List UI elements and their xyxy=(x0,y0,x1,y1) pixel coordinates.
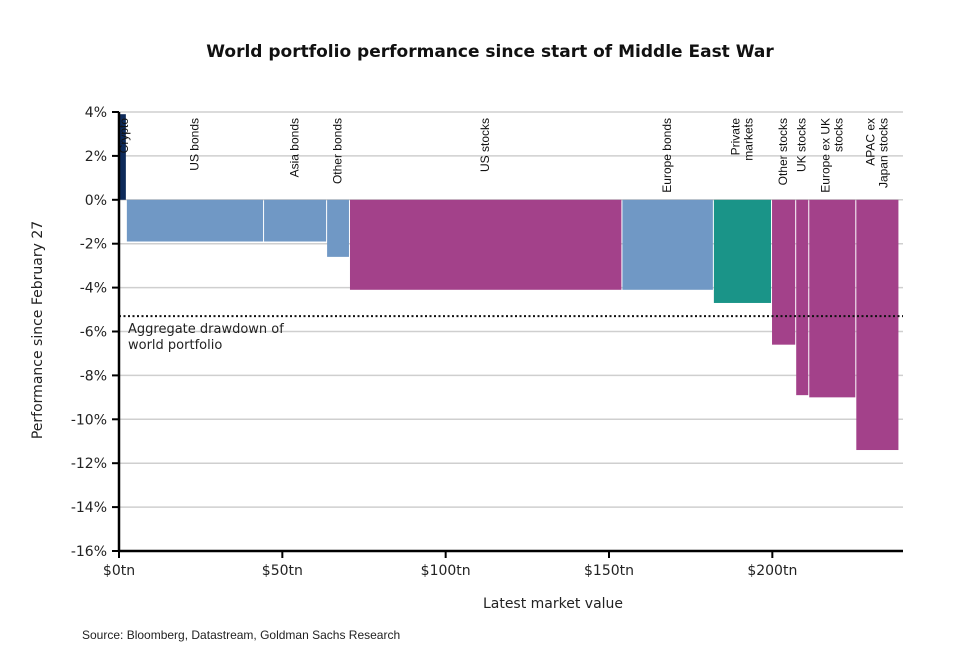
bar-label-us-bonds: US bonds xyxy=(187,118,201,171)
bar-label-line: Europe ex UK xyxy=(818,118,832,193)
bar-label-line: markets xyxy=(741,118,755,161)
bar-labels: Crypto US bonds Asia bonds Other bonds US st… xyxy=(117,118,890,193)
y-tick-label: -6% xyxy=(80,325,107,341)
y-tick-label: -2% xyxy=(80,237,107,253)
x-tick-label: $150tn xyxy=(584,563,634,579)
x-tick-label: $0tn xyxy=(103,563,135,579)
bar-other-stocks xyxy=(772,199,796,345)
bar-label-uk-stocks: UK stocks xyxy=(795,118,809,172)
bar-uk-stocks xyxy=(796,199,809,396)
y-tick-label: 2% xyxy=(85,149,107,165)
y-tick-label: -12% xyxy=(71,456,107,472)
bar-label-apac-ex-japan-stocks: APAC ex Japan stocks xyxy=(863,118,890,188)
bar-label-line: Asia bonds xyxy=(288,118,302,177)
x-tick-label: $50tn xyxy=(262,563,303,579)
y-tick-label: -14% xyxy=(71,500,107,516)
bar-label-private-markets: Private markets xyxy=(728,118,755,161)
bar-apac-ex-japan-stocks xyxy=(856,199,899,451)
bar-label-europe-ex-uk-stocks: Europe ex UK stocks xyxy=(818,118,845,193)
bar-label-line: stocks xyxy=(831,118,845,152)
bar-europe-ex-uk-stocks xyxy=(809,199,856,398)
bar-label-line: Europe bonds xyxy=(660,118,674,193)
bar-crypto xyxy=(119,114,126,200)
bar-label-asia-bonds: Asia bonds xyxy=(288,118,302,177)
bar-label-line: Other stocks xyxy=(776,118,790,185)
bar-label-line: Crypto xyxy=(117,118,131,154)
y-tick-label: -16% xyxy=(71,544,107,560)
chart-title: World portfolio performance since start … xyxy=(206,42,774,62)
bar-europe-bonds xyxy=(622,199,713,290)
bar-label-other-stocks: Other stocks xyxy=(776,118,790,185)
x-tick-label: $200tn xyxy=(747,563,797,579)
bar-label-line: Japan stocks xyxy=(876,118,890,188)
source-note: Source: Bloomberg, Datastream, Goldman S… xyxy=(82,628,400,642)
x-ticks: $0tn $50tn $100tn $150tn $200tn xyxy=(103,551,797,579)
aggregate-drawdown-label: world portfolio xyxy=(128,338,222,353)
bar-other-bonds xyxy=(327,199,349,257)
bar-label-line: Private xyxy=(728,118,742,156)
x-axis-label: Latest market value xyxy=(483,596,623,612)
y-ticks: 4% 2% 0% -2% -4% -6% -8% -10% -12% -14% -16% xyxy=(71,105,119,560)
bar-asia-bonds xyxy=(264,199,327,242)
bar-us-bonds xyxy=(126,199,264,242)
bar-label-other-bonds: Other bonds xyxy=(331,118,345,184)
y-tick-label: 0% xyxy=(85,193,107,209)
y-tick-label: -8% xyxy=(80,368,107,384)
bar-label-us-stocks: US stocks xyxy=(478,118,492,172)
bar-private-markets xyxy=(713,199,772,303)
bar-label-line: Other bonds xyxy=(331,118,345,184)
y-axis-label: Performance since February 27 xyxy=(30,221,46,439)
bar-label-europe-bonds: Europe bonds xyxy=(660,118,674,193)
y-tick-label: 4% xyxy=(85,105,107,121)
bar-label-line: US bonds xyxy=(187,118,201,171)
x-tick-label: $100tn xyxy=(421,563,471,579)
bar-us-stocks xyxy=(349,199,622,290)
bar-label-line: UK stocks xyxy=(795,118,809,172)
bar-label-line: APAC ex xyxy=(863,118,877,166)
y-tick-label: -4% xyxy=(80,281,107,297)
bar-label-crypto: Crypto xyxy=(117,118,131,154)
aggregate-drawdown-label: Aggregate drawdown of xyxy=(128,322,284,337)
bars xyxy=(119,114,899,451)
y-tick-label: -10% xyxy=(71,412,107,428)
bar-label-line: US stocks xyxy=(478,118,492,172)
